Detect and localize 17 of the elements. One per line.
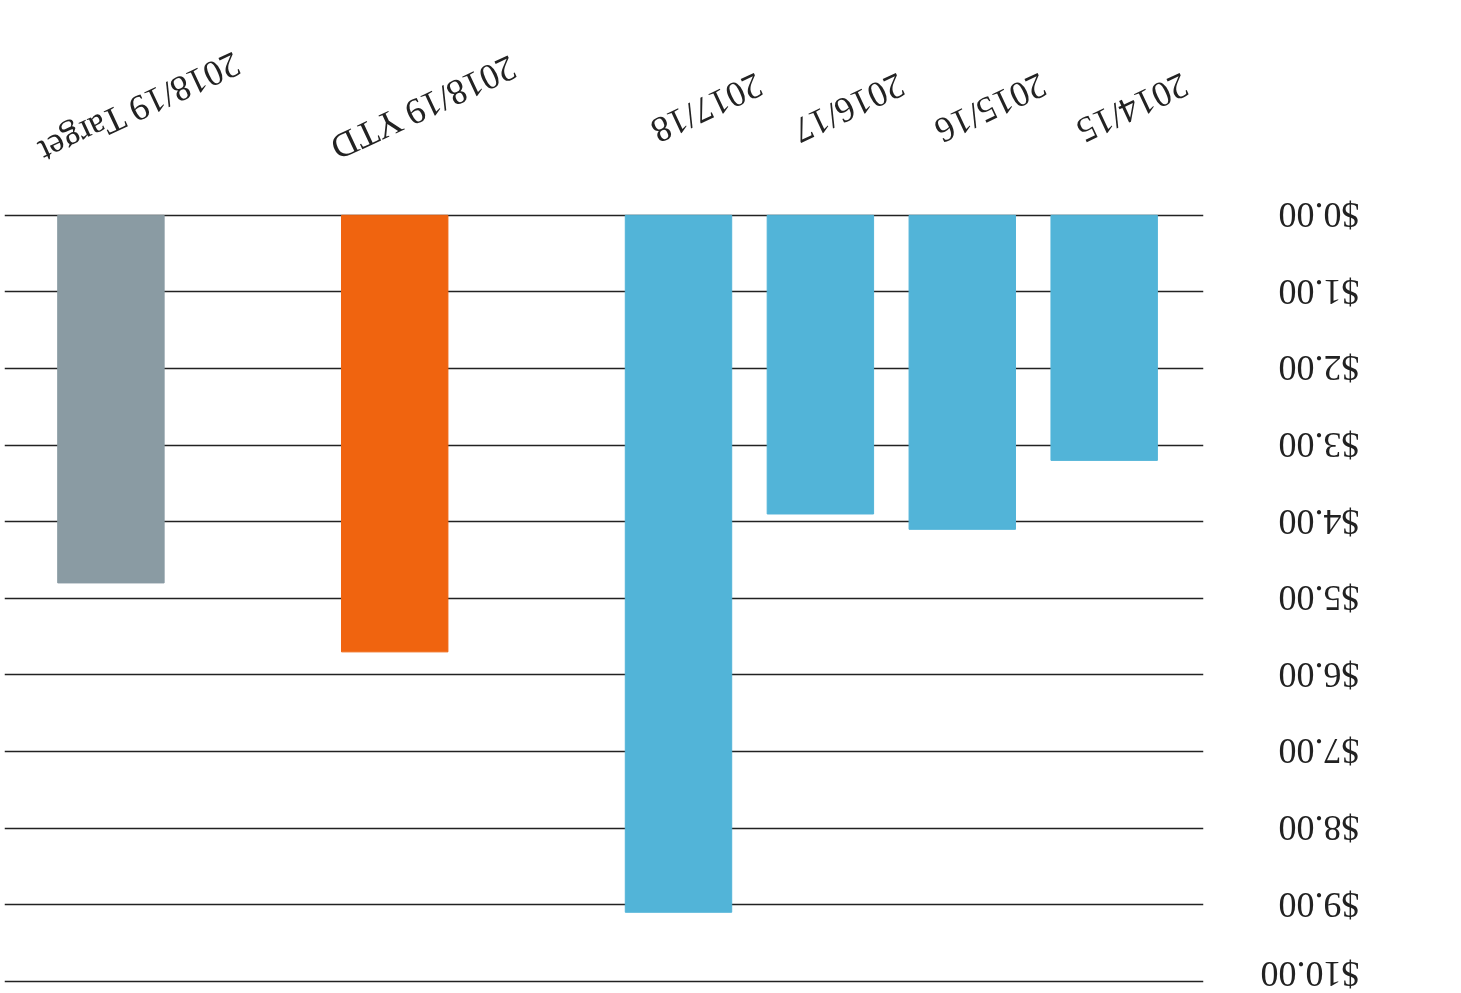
- bar: [341, 214, 449, 653]
- y-tick-label: $8.00: [1278, 808, 1360, 849]
- y-tick-label: $7.00: [1278, 731, 1360, 772]
- bar: [908, 214, 1016, 530]
- y-tick-label: $1.00: [1278, 271, 1360, 312]
- y-tick-label: $2.00: [1278, 348, 1360, 389]
- y-tick-label: $10.00: [1260, 953, 1360, 993]
- y-tick-label: $0.00: [1278, 195, 1360, 236]
- y-tick-label: $9.00: [1278, 884, 1360, 925]
- bar: [57, 214, 165, 584]
- y-tick-label: $3.00: [1278, 425, 1360, 466]
- bar: [1050, 214, 1158, 461]
- y-tick-label: $5.00: [1278, 578, 1360, 619]
- y-tick-label: $6.00: [1278, 654, 1360, 695]
- bar: [766, 214, 875, 515]
- bar: [624, 214, 733, 913]
- y-tick-label: $4.00: [1278, 501, 1360, 542]
